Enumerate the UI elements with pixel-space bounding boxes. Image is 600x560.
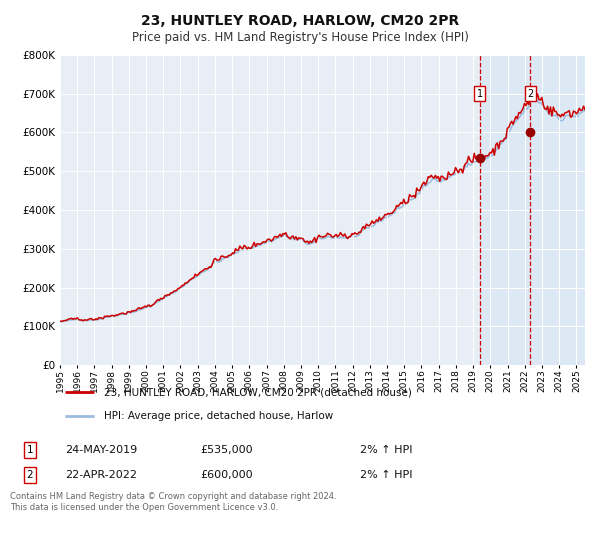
Text: 24-MAY-2019: 24-MAY-2019 (65, 445, 137, 455)
Text: 1: 1 (26, 445, 34, 455)
Text: Price paid vs. HM Land Registry's House Price Index (HPI): Price paid vs. HM Land Registry's House … (131, 31, 469, 44)
Text: £535,000: £535,000 (200, 445, 253, 455)
Bar (479, 55, 585, 365)
Text: £600,000: £600,000 (200, 470, 253, 480)
Text: Contains HM Land Registry data © Crown copyright and database right 2024.
This d: Contains HM Land Registry data © Crown c… (10, 492, 337, 512)
Text: 22-APR-2022: 22-APR-2022 (65, 470, 137, 480)
Text: 2: 2 (527, 88, 533, 99)
Text: 23, HUNTLEY ROAD, HARLOW, CM20 2PR (detached house): 23, HUNTLEY ROAD, HARLOW, CM20 2PR (deta… (104, 387, 412, 397)
Text: 2% ↑ HPI: 2% ↑ HPI (360, 470, 413, 480)
Text: 2% ↑ HPI: 2% ↑ HPI (360, 445, 413, 455)
Text: HPI: Average price, detached house, Harlow: HPI: Average price, detached house, Harl… (104, 411, 333, 421)
Text: 2: 2 (26, 470, 34, 480)
Text: 23, HUNTLEY ROAD, HARLOW, CM20 2PR: 23, HUNTLEY ROAD, HARLOW, CM20 2PR (141, 14, 459, 28)
Text: 1: 1 (476, 88, 483, 99)
